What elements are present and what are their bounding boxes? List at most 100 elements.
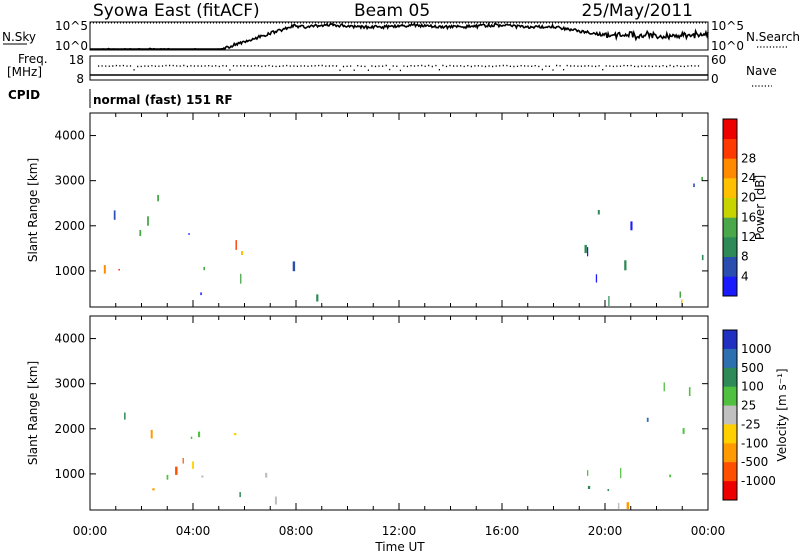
velocity-echo-cell [198,431,201,438]
velocity-echo-cell [239,492,241,498]
time-tick-label: 04:00 [176,524,211,538]
velocity-colorbar-segment [723,405,737,425]
power-echoes [103,176,704,306]
power-panel-frame [89,112,709,308]
nsearch-label: N.Search [746,30,800,44]
velocity-ytick-label: 3000 [54,377,85,391]
nave-tick-top: 60 [711,53,726,67]
power-echo-cell [681,299,683,306]
power-panel: 1000 2000 3000 4000 Slant Range [km] 4 8 12 16 20… [26,112,767,308]
power-ytick-label: 2000 [54,219,85,233]
power-echo-cell [240,273,242,284]
power-echo-cell [693,183,695,188]
power-echo-cell [235,240,237,250]
velocity-echo-cell [175,466,178,475]
time-tick-label: 00:00 [691,524,726,538]
velocity-echo-cell [166,474,169,480]
velocity-colorbar-tick: -25 [741,417,761,431]
nsky-panel-frame [89,21,709,51]
power-colorbar-segment [723,138,737,159]
velocity-colorbar-segment [723,386,737,406]
velocity-echo-cell [274,496,277,505]
velocity-echo-cell [607,489,610,491]
power-colorbar-segment [723,217,737,238]
time-tick-label: 16:00 [485,524,520,538]
velocity-ytick-label: 2000 [54,422,85,436]
velocity-echoes [124,382,691,509]
velocity-panel: 1000 2000 3000 4000 Slant Range [km] 1000 500 1… [26,315,789,511]
power-colorbar-segment [723,197,737,218]
power-colorbar-tick: 12 [741,230,756,244]
velocity-colorbar-segment [723,443,737,463]
velocity-colorbar-tick: 1000 [741,342,772,356]
velocity-colorbar-tick: 100 [741,380,764,394]
velocity-echo-cell [587,485,591,489]
power-echo-cell [701,176,703,182]
velocity-colorbar-segment [723,462,737,482]
time-tick-label: 08:00 [279,524,314,538]
velocity-colorbar-tick: -1000 [741,474,776,488]
freq-label-line1: Freq. [18,52,48,66]
power-colorbar-tick: 8 [741,250,749,264]
power-colorbar-segment [723,178,737,198]
power-ylabel: Slant Range [km] [26,158,40,262]
power-ytick-label: 1000 [54,264,85,278]
power-colorbar-tick: 4 [741,269,749,283]
power-echo-cell [597,210,600,215]
velocity-echo-cell [233,433,237,436]
power-echo-cell [630,221,633,231]
power-ytick-label: 4000 [54,129,85,143]
cpid-value: normal (fast) 151 RF [93,93,233,107]
velocity-echo-cell [201,475,204,478]
power-colorbar-tick: 16 [741,210,756,224]
time-tick-label: 12:00 [382,524,417,538]
velocity-colorbar-segment [723,348,737,369]
velocity-panel-frame [89,315,709,511]
power-echo-cell [103,265,106,274]
velocity-echo-cell [150,429,153,439]
velocity-echo-cell [682,428,685,434]
power-echo-cell [118,268,120,271]
power-colorbar-frame [722,118,738,297]
power-echo-cell [292,261,296,272]
power-colorbar-segment [723,256,737,277]
power-echo-cell [679,291,681,298]
nave-tick-bottom: 0 [711,72,719,86]
velocity-colorbar-segment [723,367,737,387]
cpid-label: CPID [8,88,40,102]
velocity-echo-cell [587,470,589,476]
velocity-colorbar-label: Velocity [m s⁻¹] [775,368,789,461]
power-echo-cell [316,294,319,302]
nsky-tick-bottom: 10^0 [55,39,88,53]
power-colorbar-tick: 20 [741,191,756,205]
velocity-echo-cell [182,458,184,464]
velocity-colorbar-tick: -100 [741,436,768,450]
velocity-echo-cell [646,417,649,422]
freq-tick-bottom: 8 [76,72,84,86]
power-echo-cell [188,233,190,235]
nsearch-tick-top: 10^5 [711,19,744,33]
nsky-noise-line [90,22,709,51]
power-colorbar-segment [723,158,737,179]
velocity-colorbar-tick: 500 [741,361,764,375]
velocity-echo-cell [620,467,622,479]
freq-tick-top: 18 [69,53,84,67]
power-colorbar-segment [723,237,737,257]
power-echo-cell [139,230,142,236]
beam-title: Beam 05 [354,1,430,21]
date-title: 25/May/2011 [582,1,694,21]
power-echo-cell [241,251,244,255]
time-axis-label: Time UT [374,540,425,554]
radar-title: Syowa East (fitACF) [93,1,260,21]
nsearch-tick-bottom: 10^0 [711,39,744,53]
time-axis: 00:00 04:00 08:00 12:00 16:00 20:00 00:00 Time … [73,524,726,554]
power-colorbar-segment [723,276,737,297]
nave-label: Nave [746,64,777,78]
header: Syowa East (fitACF) Beam 05 25/May/2011 [93,1,693,21]
velocity-echo-cell [124,412,126,420]
power-echo-cell [584,244,587,254]
velocity-ylabel: Slant Range [km] [26,361,40,465]
power-ytick-label: 3000 [54,174,85,188]
velocity-echo-cell [152,488,155,491]
